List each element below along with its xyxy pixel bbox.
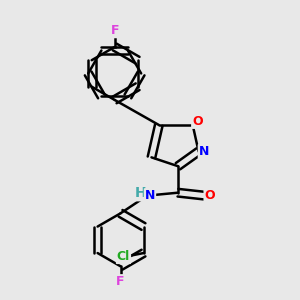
Text: H: H — [135, 186, 146, 200]
Text: N: N — [199, 145, 209, 158]
Text: F: F — [116, 275, 125, 288]
Text: O: O — [192, 115, 203, 128]
Text: N: N — [145, 189, 155, 202]
Text: O: O — [205, 189, 215, 202]
Text: F: F — [110, 24, 119, 37]
Text: Cl: Cl — [117, 250, 130, 263]
